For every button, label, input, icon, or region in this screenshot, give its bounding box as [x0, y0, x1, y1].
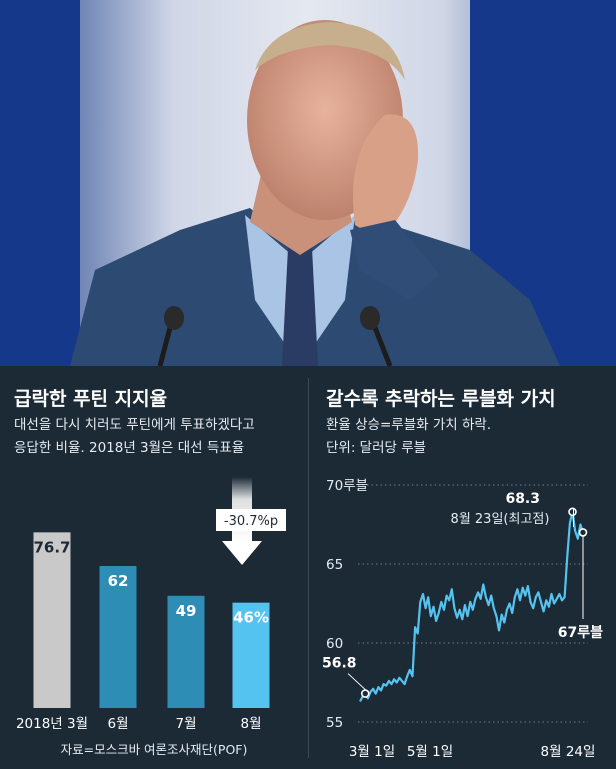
bar-4 [232, 602, 270, 708]
ruble-line-chart: 8월 23일(최고점) 70루블 65 60 55 56.8 68.3 67루블 3월 1일 5… [322, 478, 603, 760]
ruble-title: 갈수록 추락하는 루블화 가치 [326, 388, 556, 410]
approval-title: 급락한 푸틴 지지율 [14, 388, 168, 410]
bar-value-label: 46% [233, 609, 269, 627]
y-tick-label: 60 [326, 636, 343, 652]
approval-subtitle-line1: 대선을 다시 치러도 푸틴에게 투표하겠다고 [14, 417, 255, 433]
ruble-subtitle-line1: 환율 상승=루블화 가치 하락. [326, 417, 492, 433]
y-tick-label: 55 [326, 715, 343, 731]
x-tick-label: 6월 [107, 716, 128, 732]
highlight-point [568, 507, 577, 517]
decline-arrow-head [222, 541, 262, 565]
panel-divider [308, 378, 309, 758]
start-leader-line [347, 673, 366, 690]
peak-annotation: 8월 23일(최고점) [451, 512, 550, 527]
bar-value-label: 76.7 [33, 538, 70, 556]
bar-1 [33, 532, 71, 708]
change-label-box [216, 509, 286, 531]
ruble-line [359, 510, 585, 703]
press-conference-photo [0, 0, 616, 366]
bar-value-label: 62 [108, 572, 129, 590]
x-tick-label: 8월 24일 [541, 744, 596, 760]
approval-bar-chart: 자료=모스크바 여론조사재단(POF) 76.7 2018년 3월 62 6월 49 7월… [16, 477, 286, 757]
start-value-label: 56.8 [322, 656, 357, 672]
highlight-point [578, 528, 588, 537]
ruble-subtitle-line2: 단위: 달러당 루블 [326, 440, 427, 456]
charts-panel: 급락한 푸틴 지지율 대선을 다시 치러도 푸틴에게 투표하겠다고 응답한 비율… [0, 366, 616, 769]
x-tick-label: 8월 [240, 716, 261, 732]
highlight-point [360, 689, 370, 698]
peak-value-label: 68.3 [505, 491, 540, 507]
bar-2 [99, 566, 137, 708]
approval-subtitle-line2: 응답한 비율. 2018년 3월은 대선 득표율 [14, 440, 245, 456]
source-note: 자료=모스크바 여론조사재단(POF) [61, 742, 248, 757]
x-tick-label: 2018년 3월 [16, 716, 88, 732]
x-tick-label: 3월 1일 [349, 744, 395, 760]
change-label: -30.7%p [224, 514, 278, 529]
y-tick-label: 65 [326, 557, 343, 573]
end-value-label: 67루블 [558, 625, 603, 641]
y-tick-label: 70루블 [326, 478, 368, 494]
x-tick-label: 5월 1일 [407, 744, 453, 760]
bar-value-label: 49 [176, 602, 197, 620]
x-tick-label: 7월 [175, 716, 196, 732]
bar-3 [167, 595, 205, 708]
